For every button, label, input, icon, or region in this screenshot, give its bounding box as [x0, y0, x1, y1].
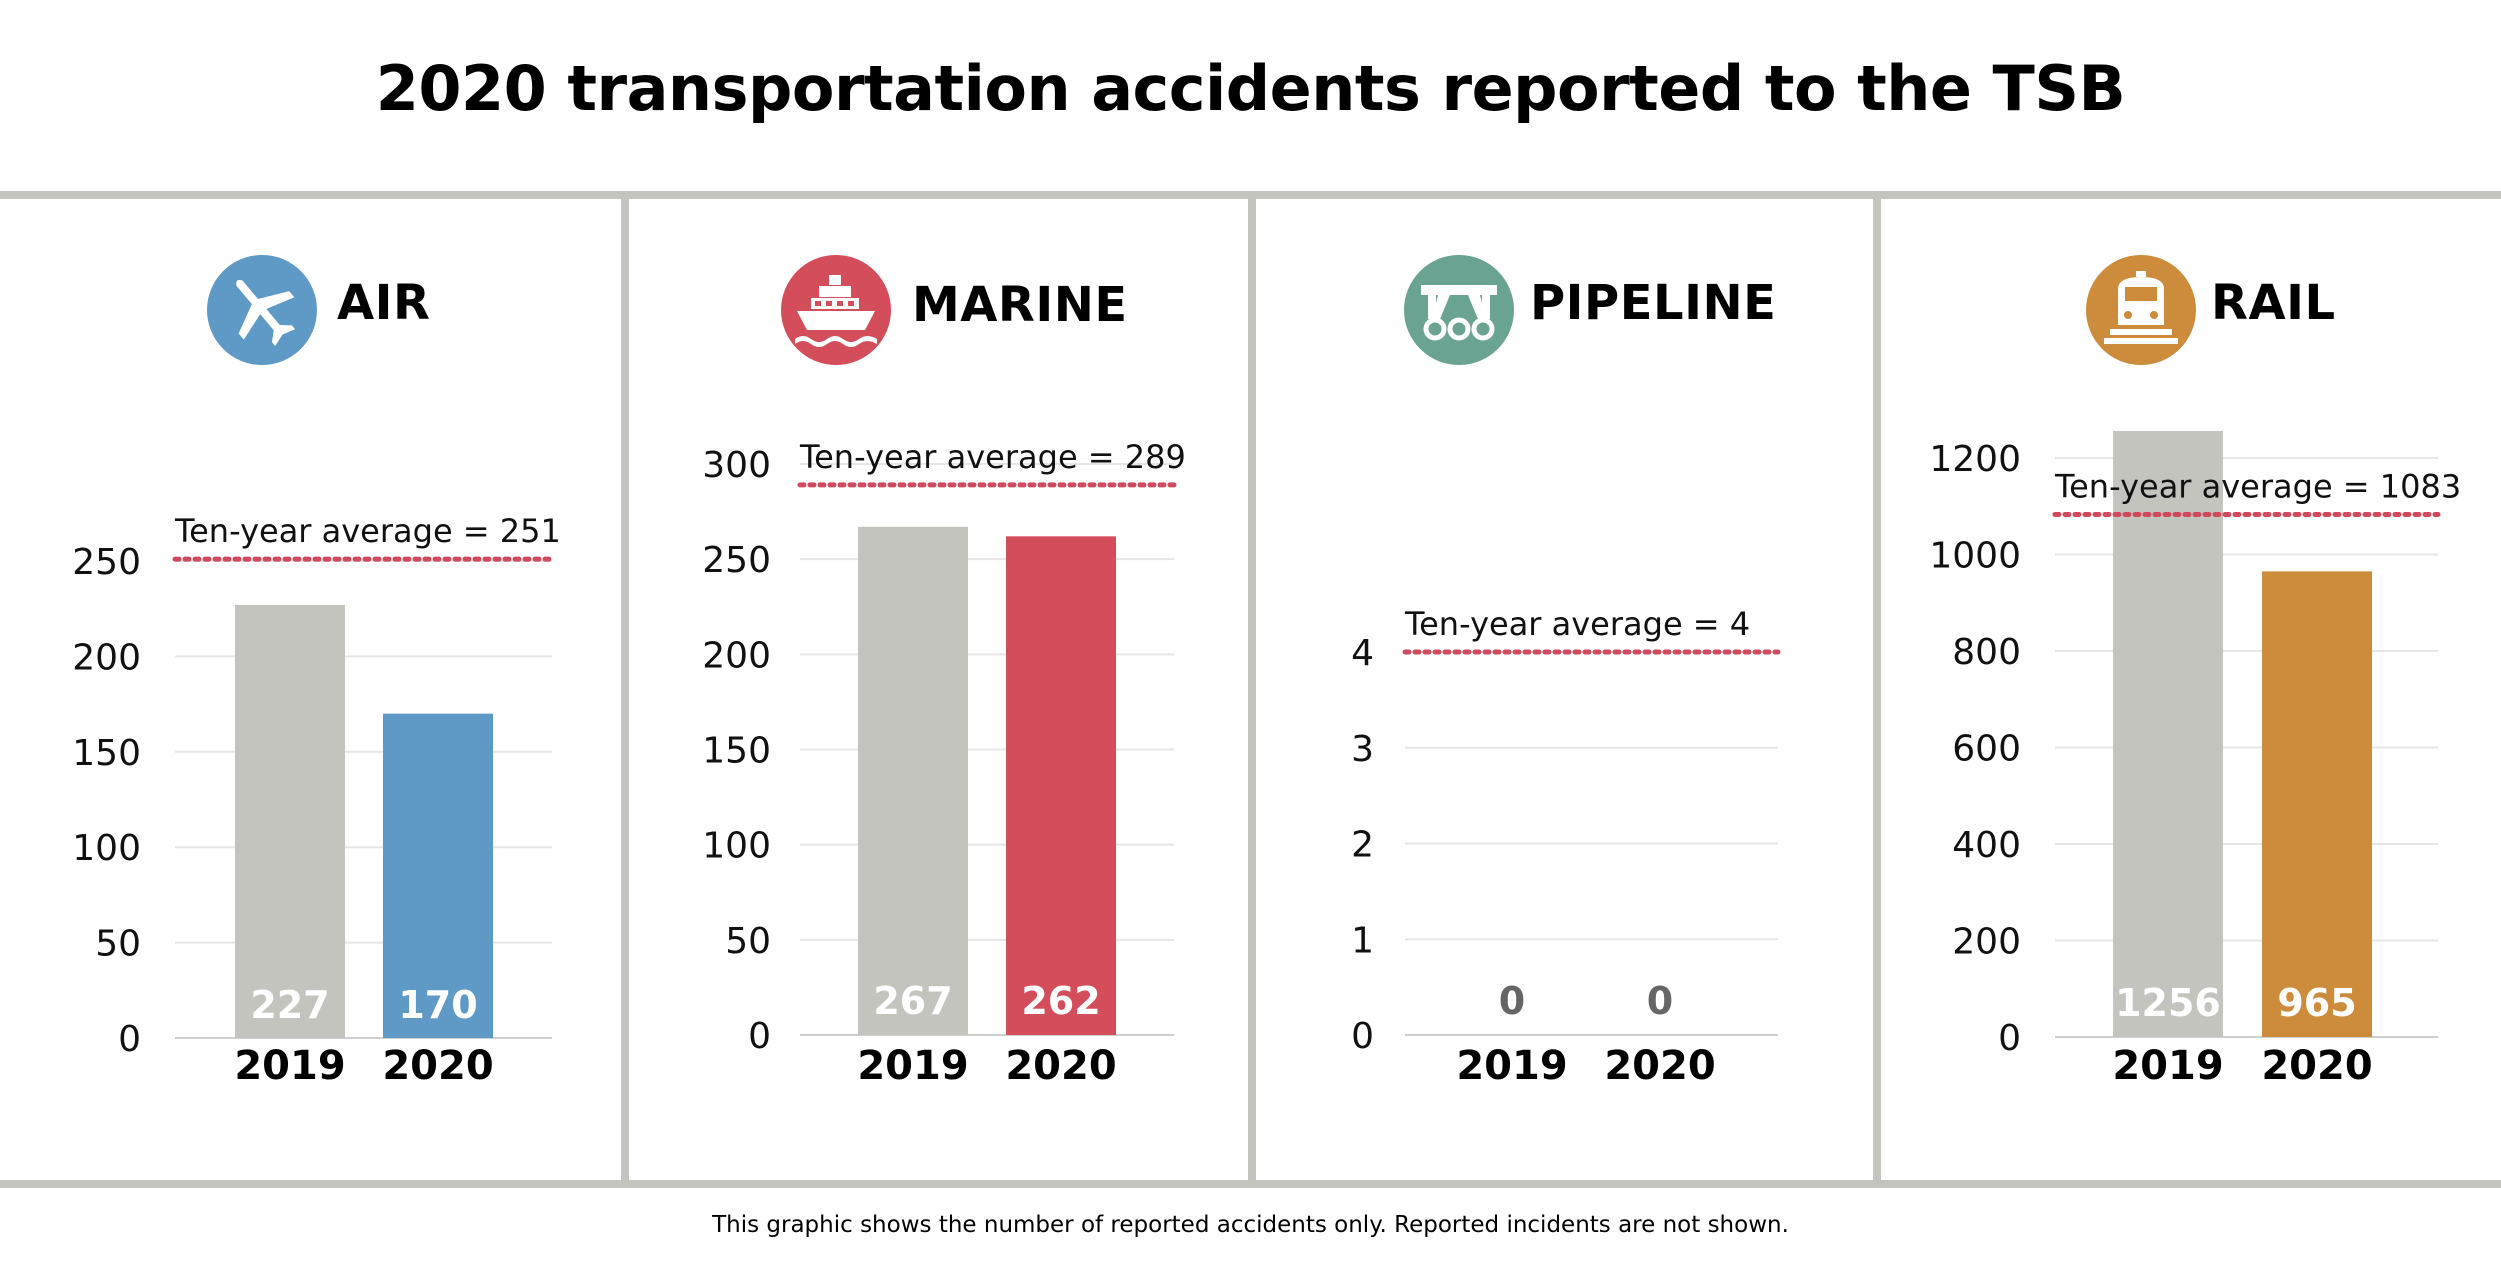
bar-2019 — [858, 526, 968, 1035]
y-tick-label: 300 — [702, 445, 771, 486]
average-label: Ten-year average = 289 — [799, 438, 1186, 476]
panel-rail: RAIL 0 200 400 600 800 1000 1200 1256 2019 965 202… — [1881, 199, 2501, 1180]
x-tick-label: 2020 — [1604, 1043, 1715, 1089]
panel-marine: MARINE 0 50 100 150 200 250 300 267 2019 262 2020 T… — [629, 199, 1248, 1180]
panel-title: RAIL — [2211, 275, 2336, 331]
y-tick-label: 1 — [1351, 920, 1374, 961]
x-tick-label: 2020 — [382, 1043, 493, 1089]
y-tick-label: 600 — [1952, 729, 2021, 770]
panel-title: MARINE — [912, 277, 1128, 333]
panel-air: AIR 0 50 100 150 200 250 227 2019 170 2020 Ten-yea… — [0, 199, 621, 1180]
pipeline-chart: 0 1 2 3 4 0 2019 0 2020 Ten-year average = 4 — [1351, 605, 1781, 1089]
bar-2020 — [383, 713, 493, 1038]
data-label: 1256 — [2115, 981, 2221, 1025]
y-tick-label: 4 — [1351, 633, 1374, 674]
panel-divider — [621, 199, 629, 1180]
bar-2019 — [235, 604, 345, 1038]
bar-2020 — [1006, 536, 1116, 1035]
y-tick-label: 0 — [1351, 1016, 1374, 1057]
chart-title: 2020 transportation accidents reported t… — [375, 52, 2126, 125]
y-tick-label: 0 — [118, 1019, 141, 1060]
y-tick-label: 200 — [1952, 922, 2021, 963]
x-tick-label: 2019 — [1456, 1043, 1567, 1089]
y-tick-label: 100 — [72, 828, 141, 869]
y-tick-label: 250 — [702, 540, 771, 581]
y-tick-label: 1200 — [1929, 439, 2021, 480]
data-label: 227 — [250, 983, 329, 1027]
marine-chart: 0 50 100 150 200 250 300 267 2019 262 2020 Ten-year… — [702, 438, 1186, 1089]
x-tick-label: 2019 — [857, 1043, 968, 1089]
rail-chart: 0 200 400 600 800 1000 1200 1256 2019 965 2020 Ten-… — [1929, 430, 2461, 1089]
data-label: 0 — [1647, 979, 1673, 1023]
y-tick-label: 1000 — [1929, 536, 2021, 577]
y-tick-label: 50 — [95, 924, 141, 965]
average-label: Ten-year average = 4 — [1404, 605, 1750, 643]
y-tick-label: 100 — [702, 826, 771, 867]
data-label: 262 — [1021, 979, 1100, 1023]
y-tick-label: 400 — [1952, 825, 2021, 866]
y-tick-label: 150 — [702, 731, 771, 772]
airplane-icon — [207, 255, 317, 365]
y-tick-label: 2 — [1351, 825, 1374, 866]
y-tick-label: 800 — [1952, 632, 2021, 673]
data-label: 267 — [873, 979, 952, 1023]
panel-pipeline: PIPELINE 0 1 2 3 4 0 2019 0 2020 Ten-year average… — [1256, 199, 1873, 1180]
bottom-divider — [0, 1180, 2501, 1188]
panel-divider — [1873, 199, 1881, 1180]
y-tick-label: 150 — [72, 733, 141, 774]
train-icon — [2086, 255, 2196, 365]
x-tick-label: 2020 — [2261, 1043, 2372, 1089]
panel-divider — [1248, 199, 1256, 1180]
average-label: Ten-year average = 1083 — [2054, 467, 2461, 505]
y-tick-label: 250 — [72, 542, 141, 583]
air-chart: 0 50 100 150 200 250 227 2019 170 2020 Ten-year av… — [72, 512, 561, 1089]
x-tick-label: 2019 — [234, 1043, 345, 1089]
data-label: 965 — [2277, 981, 2356, 1025]
panel-title: AIR — [337, 275, 431, 331]
y-tick-label: 200 — [702, 635, 771, 676]
y-tick-label: 0 — [748, 1016, 771, 1057]
average-label: Ten-year average = 251 — [174, 512, 561, 550]
bar-2019 — [2113, 430, 2223, 1037]
y-tick-label: 50 — [725, 921, 771, 962]
x-tick-label: 2019 — [2112, 1043, 2223, 1089]
y-tick-label: 0 — [1998, 1018, 2021, 1059]
footnote: This graphic shows the number of reporte… — [712, 1212, 1789, 1238]
y-tick-label: 3 — [1351, 729, 1374, 770]
top-divider — [0, 191, 2501, 199]
x-tick-label: 2020 — [1005, 1043, 1116, 1089]
bar-2020 — [2262, 571, 2372, 1037]
data-label: 170 — [398, 983, 477, 1027]
data-label: 0 — [1499, 979, 1525, 1023]
ship-icon — [781, 255, 891, 365]
pipeline-icon — [1404, 255, 1514, 365]
y-tick-label: 200 — [72, 637, 141, 678]
panel-title: PIPELINE — [1530, 275, 1777, 331]
